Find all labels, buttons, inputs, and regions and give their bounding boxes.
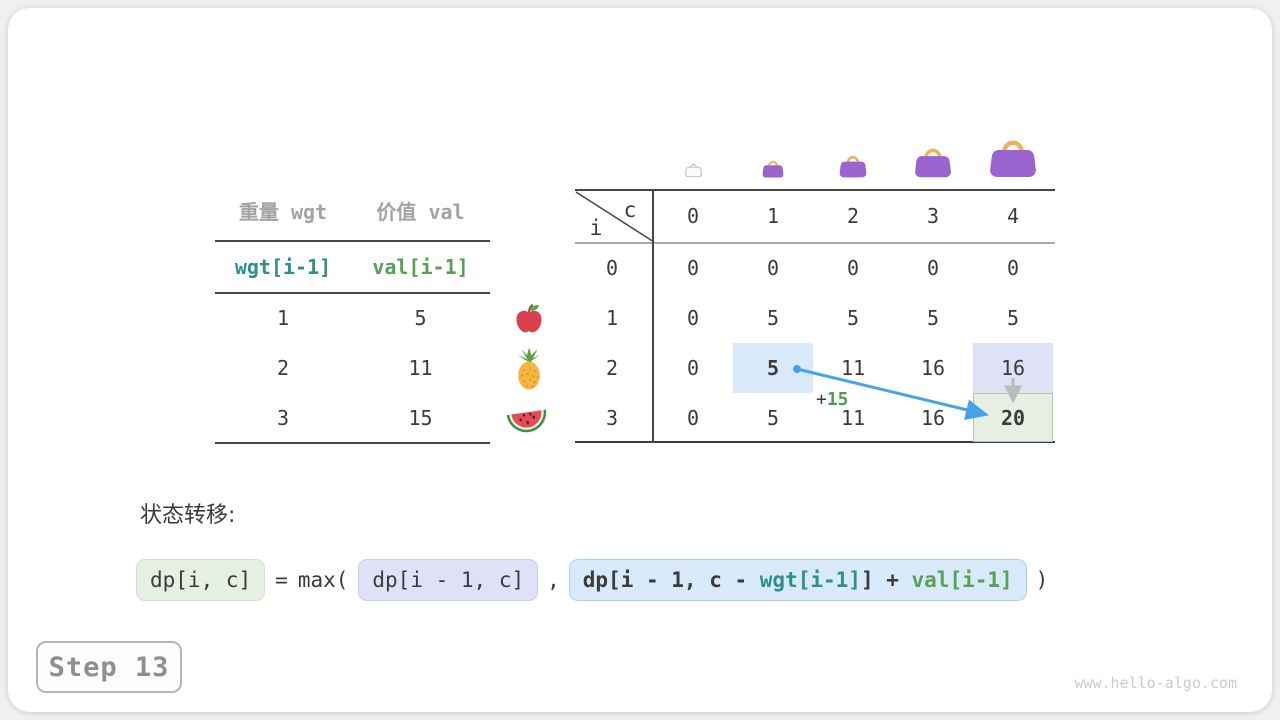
formula-arg2-wgt: wgt[i-1] — [759, 568, 861, 592]
dp-row-header-0: 0 — [605, 256, 619, 280]
items-index-wgt: wgt[i-1] — [234, 255, 332, 279]
dp-col-header-4: 4 — [1006, 204, 1020, 228]
bag-small-icon — [762, 160, 784, 178]
state-transition-formula: dp[i, c] = max( dp[i - 1, c] , dp[i - 1,… — [136, 557, 1048, 603]
item-1-value: 5 — [414, 306, 427, 330]
formula-arg2-val: val[i-1] — [911, 568, 1013, 592]
dp-cell-3-4: 20 — [1000, 406, 1026, 430]
empty-bag-icon — [685, 164, 702, 177]
pineapple-icon — [517, 347, 541, 390]
formula-arg2-prefix: dp[i - 1, c - — [582, 568, 760, 592]
items-col-header-weight: 重量 wgt — [238, 200, 328, 224]
dp-cell-3-1: 5 — [766, 406, 780, 430]
bag-xlarge-icon — [990, 140, 1036, 177]
transition-add-label: +15 — [816, 389, 849, 410]
formula-max-open: max( — [297, 568, 349, 592]
watermelon-icon — [506, 409, 547, 433]
dp-cell-1-4: 5 — [1006, 306, 1020, 330]
dp-col-header-2: 2 — [846, 204, 860, 228]
dp-cell-2-4: 16 — [1000, 356, 1026, 380]
items-table-line-mid — [215, 292, 490, 294]
item-2-value: 11 — [408, 356, 433, 380]
apple-icon — [516, 304, 542, 333]
dp-cell-1-2: 5 — [846, 306, 860, 330]
dp-cell-0-1: 0 — [766, 256, 780, 280]
dp-table-line-vertical — [652, 189, 654, 443]
dp-row-header-2: 2 — [605, 356, 619, 380]
item-3-weight: 3 — [276, 406, 290, 430]
dp-col-header-1: 1 — [766, 204, 780, 228]
dp-cell-0-3: 0 — [926, 256, 940, 280]
dp-table-line-bottom — [575, 441, 1055, 443]
formula-close-paren: ) — [1035, 568, 1049, 592]
dp-corner-col-label: c — [623, 198, 637, 222]
items-index-val: val[i-1] — [372, 255, 469, 279]
dp-cell-1-0: 0 — [686, 306, 700, 330]
plus-sign: + — [816, 389, 827, 410]
dp-cell-3-3: 16 — [920, 406, 946, 430]
dp-table-line-header — [575, 242, 1055, 244]
dp-cell-0-0: 0 — [686, 256, 700, 280]
dp-cell-2-0: 0 — [686, 356, 700, 380]
items-col-header-value: 价值 val — [376, 200, 465, 224]
formula-comma: , — [547, 568, 560, 592]
dp-col-header-0: 0 — [686, 204, 700, 228]
added-value: 15 — [826, 389, 849, 410]
dp-corner-row-label: i — [589, 216, 603, 240]
dp-cell-3-0: 0 — [686, 406, 700, 430]
formula-equals: = — [275, 568, 288, 592]
formula-arg2: dp[i - 1, c - wgt[i-1]] + val[i-1] — [568, 559, 1027, 601]
dp-cell-1-1: 5 — [766, 306, 780, 330]
dp-cell-2-2: 11 — [840, 356, 866, 380]
step-badge: Step 13 — [36, 641, 182, 693]
state-transition-label: 状态转移: — [140, 503, 236, 528]
formula-arg2-mid: ] + — [860, 568, 912, 592]
watermark: www.hello-algo.com — [1074, 674, 1237, 692]
items-table-line-bottom — [215, 442, 490, 444]
dp-table-line-top — [575, 189, 1055, 191]
item-3-value: 15 — [408, 406, 433, 430]
bag-large-icon — [915, 148, 951, 178]
bag-medium-icon — [839, 156, 867, 178]
item-2-weight: 2 — [276, 356, 290, 380]
dp-cell-0-4: 0 — [1006, 256, 1020, 280]
dp-cell-1-3: 5 — [926, 306, 940, 330]
dp-cell-2-3: 16 — [920, 356, 946, 380]
dp-cell-2-1: 5 — [766, 356, 780, 380]
items-table-line-top — [215, 240, 490, 242]
dp-row-header-3: 3 — [605, 406, 619, 430]
dp-row-header-1: 1 — [605, 306, 619, 330]
dp-cell-0-2: 0 — [846, 256, 860, 280]
formula-lhs: dp[i, c] — [136, 559, 266, 601]
formula-arg1: dp[i - 1, c] — [358, 559, 539, 601]
item-1-weight: 1 — [276, 306, 290, 330]
dp-col-header-3: 3 — [926, 204, 940, 228]
